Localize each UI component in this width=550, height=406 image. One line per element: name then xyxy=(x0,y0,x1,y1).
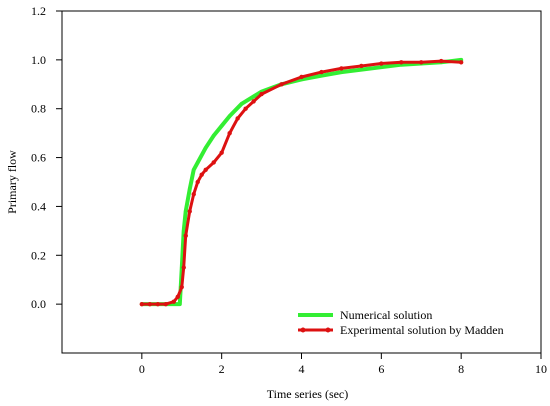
y-tick-label: 0.4 xyxy=(31,199,46,213)
data-point xyxy=(183,233,188,238)
y-tick-label: 0.6 xyxy=(31,151,46,165)
data-point xyxy=(251,99,256,104)
plot-area xyxy=(139,57,464,307)
data-point xyxy=(439,58,444,64)
data-point xyxy=(191,167,196,172)
data-point xyxy=(211,133,216,138)
data-point xyxy=(319,73,324,78)
legend-marker-experimental xyxy=(325,327,331,333)
data-point xyxy=(177,302,182,306)
legend-marker-experimental xyxy=(300,327,306,333)
data-point xyxy=(191,192,196,197)
data-point xyxy=(211,160,216,165)
data-point xyxy=(227,114,232,118)
y-tick-label: 1.0 xyxy=(31,53,46,67)
data-point xyxy=(458,60,464,65)
x-tick-label: 4 xyxy=(299,362,305,376)
data-point xyxy=(359,63,364,69)
data-point xyxy=(203,167,208,172)
data-point xyxy=(251,94,256,99)
data-point xyxy=(243,106,248,111)
data-point xyxy=(379,65,384,69)
data-point xyxy=(181,229,186,233)
data-point xyxy=(155,301,160,307)
data-point xyxy=(419,60,424,65)
data-point xyxy=(239,102,244,106)
data-point xyxy=(147,301,153,307)
data-point xyxy=(187,187,192,192)
y-tick-label: 1.2 xyxy=(31,4,46,18)
data-point xyxy=(319,69,324,75)
data-point xyxy=(163,301,168,307)
data-point xyxy=(227,130,232,136)
axes: 0 2 4 6 8 10 0.0 0.2 0.4 0.6 0.8 1.0 1.2 xyxy=(31,4,547,376)
data-point xyxy=(195,160,200,165)
data-point xyxy=(179,284,184,290)
x-tick-label: 6 xyxy=(378,362,384,376)
legend-label-numerical: Numerical solution xyxy=(340,308,432,322)
data-point xyxy=(187,209,192,214)
data-point xyxy=(181,265,186,270)
series-line-numerical xyxy=(139,57,464,307)
data-point xyxy=(399,60,404,65)
x-tick-label: 2 xyxy=(219,362,225,376)
data-point xyxy=(175,294,180,300)
legend: Numerical solution Experimental solution… xyxy=(298,308,504,337)
y-axis-title: Primary flow xyxy=(5,150,19,214)
data-point xyxy=(279,82,284,87)
plot-frame xyxy=(61,10,542,354)
data-point xyxy=(219,150,224,155)
data-point xyxy=(359,67,364,72)
data-point xyxy=(203,146,208,150)
x-axis-title: Time series (sec) xyxy=(267,387,349,401)
data-point xyxy=(171,299,176,304)
data-point xyxy=(199,172,204,177)
data-point xyxy=(139,301,145,307)
x-tick-label: 10 xyxy=(535,362,547,376)
data-point xyxy=(195,179,200,185)
x-tick-label: 0 xyxy=(139,362,145,376)
data-point xyxy=(379,61,384,66)
y-tick-label: 0.0 xyxy=(31,297,46,311)
data-point xyxy=(219,124,224,128)
y-tick-label: 0.8 xyxy=(31,102,46,116)
data-point xyxy=(183,209,188,214)
y-tick-label: 0.2 xyxy=(31,248,46,262)
data-point xyxy=(339,70,344,74)
data-point xyxy=(235,116,240,121)
data-point xyxy=(339,66,344,71)
data-point xyxy=(299,74,304,80)
data-point xyxy=(259,91,264,97)
x-tick-label: 8 xyxy=(458,362,464,376)
legend-label-experimental: Experimental solution by Madden xyxy=(340,323,504,337)
